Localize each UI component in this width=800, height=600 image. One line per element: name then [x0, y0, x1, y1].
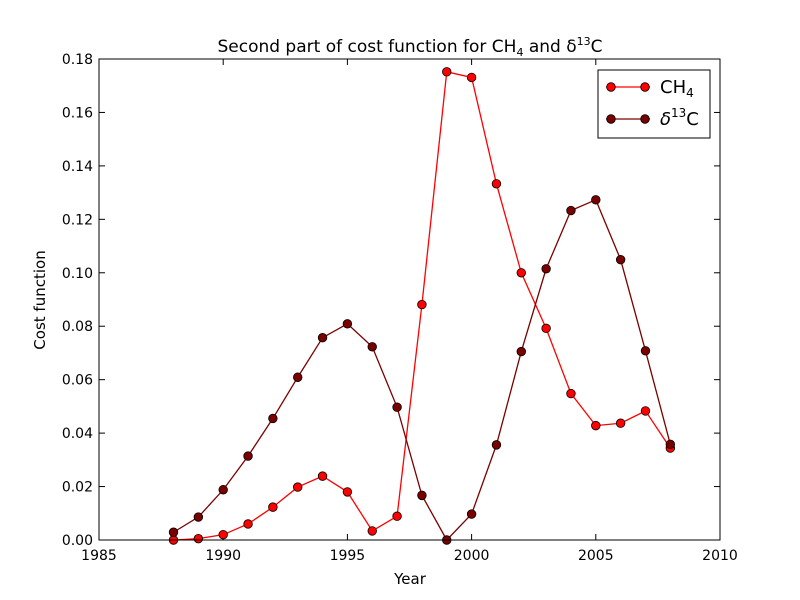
- data-point-d13c: [193, 512, 204, 522]
- legend-marker-ch4: [606, 82, 616, 92]
- data-point-ch4: [417, 299, 427, 310]
- data-point-ch4: [293, 482, 303, 492]
- legend-marker-ch4: [640, 82, 650, 92]
- legend-label-d13c: δ13C: [660, 106, 699, 130]
- x-tick-label: 2000: [454, 548, 490, 564]
- y-tick-label: 0.12: [62, 212, 93, 228]
- data-point-d13c: [218, 485, 228, 495]
- data-point-d13c: [168, 527, 179, 537]
- data-point-d13c: [640, 346, 651, 356]
- data-point-ch4: [566, 388, 576, 399]
- data-point-ch4: [317, 471, 328, 481]
- legend-marker-d13c: [640, 114, 650, 124]
- y-tick-label: 0.14: [62, 159, 93, 175]
- data-point-d13c: [566, 205, 576, 216]
- chart-title: Second part of cost function for CH4 and…: [217, 35, 602, 59]
- data-point-d13c: [417, 490, 427, 501]
- data-point-d13c: [491, 440, 502, 450]
- y-tick-label: 0.04: [62, 426, 93, 442]
- legend-box: [597, 69, 711, 139]
- data-point-ch4: [491, 179, 502, 189]
- data-point-ch4: [615, 418, 626, 428]
- data-point-d13c: [392, 402, 402, 412]
- data-point-d13c: [665, 439, 676, 450]
- x-tick-label: 1985: [81, 548, 117, 564]
- data-point-d13c: [541, 264, 551, 274]
- x-axis-title: Year: [393, 570, 427, 588]
- data-point-ch4: [193, 533, 204, 544]
- x-tick-label: 2005: [578, 548, 614, 564]
- y-tick-label: 0.06: [62, 373, 93, 389]
- y-tick-label: 0.08: [62, 319, 93, 335]
- series-line-d13c: [173, 198, 671, 542]
- y-tick-label: 0.18: [62, 52, 93, 68]
- legend: CH4 δ13C: [597, 69, 711, 139]
- data-point-d13c: [615, 254, 626, 265]
- data-point-ch4: [541, 323, 551, 334]
- data-point-ch4: [268, 502, 278, 512]
- data-point-d13c: [516, 346, 526, 357]
- legend-label-ch4: CH4: [660, 77, 694, 100]
- data-point-ch4: [640, 406, 651, 416]
- y-tick-label: 0.00: [62, 533, 93, 549]
- plot-area: 1985 1990 1995 2000 2005 2010 0.00 0.02 0.04 0.06…: [62, 52, 738, 564]
- data-point-d13c: [367, 342, 377, 352]
- plot-frame: [98, 58, 721, 541]
- x-tick-label: 1990: [205, 548, 241, 564]
- data-point-d13c: [293, 372, 303, 382]
- data-point-d13c: [591, 195, 601, 205]
- legend-marker-d13c: [606, 114, 616, 124]
- data-point-ch4: [218, 529, 228, 540]
- y-tick-label: 0.02: [62, 480, 93, 496]
- y-axis-title: Cost function: [31, 250, 49, 349]
- data-point-d13c: [342, 319, 353, 329]
- data-point-ch4: [243, 519, 253, 529]
- data-point-d13c: [466, 509, 477, 519]
- data-point-d13c: [268, 413, 278, 424]
- data-point-ch4: [442, 67, 452, 77]
- x-tick-label: 1995: [330, 548, 366, 564]
- y-tick-label: 0.10: [62, 266, 93, 282]
- data-point-ch4: [466, 72, 477, 83]
- data-point-ch4: [392, 511, 402, 521]
- data-point-ch4: [516, 268, 526, 278]
- data-point-ch4: [342, 487, 353, 497]
- data-point-d13c: [317, 333, 328, 343]
- x-tick-label: 2010: [702, 548, 738, 564]
- data-point-d13c: [243, 451, 253, 461]
- data-point-ch4: [591, 420, 601, 431]
- data-point-ch4: [367, 526, 377, 536]
- y-tick-label: 0.16: [62, 105, 93, 121]
